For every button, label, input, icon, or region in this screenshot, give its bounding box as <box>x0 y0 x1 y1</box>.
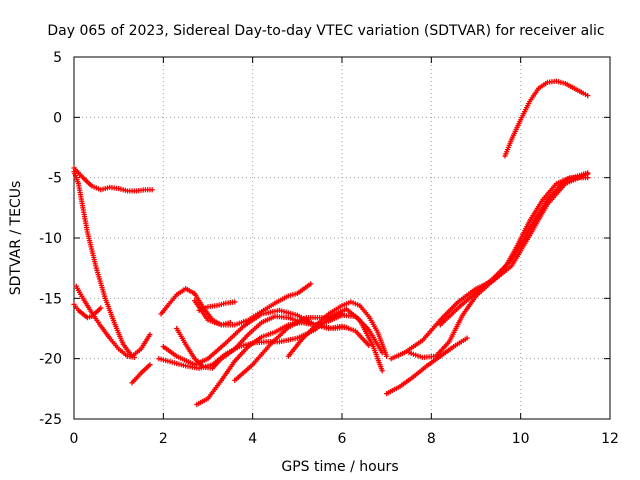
y-tick-label: 5 <box>53 50 62 66</box>
y-tick-label: -15 <box>39 291 62 307</box>
data-point <box>585 93 591 99</box>
y-tick-label: -5 <box>48 171 62 187</box>
x-tick-label: 10 <box>512 431 530 447</box>
x-axis: 0 2 4 6 8 10 12 <box>70 57 619 447</box>
y-tick-label: -10 <box>39 231 62 247</box>
series-arc-12 <box>196 299 238 313</box>
data-point <box>308 281 314 287</box>
x-tick-label: 2 <box>159 431 168 447</box>
series-arc-9 <box>160 307 350 368</box>
data-point <box>149 187 155 193</box>
series-arc-5 <box>129 362 153 386</box>
data-point <box>232 299 238 305</box>
data-point <box>585 170 591 176</box>
series-arc-10 <box>194 319 372 408</box>
series-arc-6 <box>158 286 233 328</box>
data-series <box>71 78 591 408</box>
series-arc-2 <box>71 169 153 359</box>
series-arc-14 <box>285 299 390 359</box>
data-point <box>98 305 104 311</box>
series-arc-18 <box>437 170 591 328</box>
series-arc-17 <box>406 175 591 361</box>
data-point <box>379 368 385 374</box>
data-point <box>339 311 345 317</box>
series-arc-15 <box>384 335 470 397</box>
data-point <box>366 342 372 348</box>
series-arc-1 <box>71 165 155 194</box>
y-axis-label: SDTVAR / TECUs <box>8 181 24 296</box>
x-axis-label: GPS time / hours <box>281 459 398 475</box>
data-point <box>585 175 591 181</box>
series-arc-11 <box>192 281 314 328</box>
x-tick-label: 0 <box>70 431 79 447</box>
y-axis: -25 -20 -15 -10 -5 0 5 <box>39 50 610 428</box>
series-arc-16 <box>388 171 591 362</box>
x-tick-label: 6 <box>338 431 347 447</box>
data-point <box>147 362 153 368</box>
x-tick-label: 4 <box>248 431 257 447</box>
y-tick-label: -20 <box>39 352 62 368</box>
x-tick-label: 12 <box>601 431 619 447</box>
data-point <box>147 331 153 338</box>
x-tick-label: 8 <box>427 431 436 447</box>
series-arc-13 <box>232 311 345 383</box>
chart-title: Day 065 of 2023, Sidereal Day-to-day VTE… <box>47 23 604 39</box>
y-tick-label: 0 <box>53 110 62 126</box>
data-point <box>131 354 137 361</box>
series-arc-19 <box>502 78 591 159</box>
data-point <box>384 353 390 359</box>
data-point <box>464 335 470 341</box>
y-tick-label: -25 <box>39 412 62 428</box>
series-arc-4 <box>73 283 137 361</box>
